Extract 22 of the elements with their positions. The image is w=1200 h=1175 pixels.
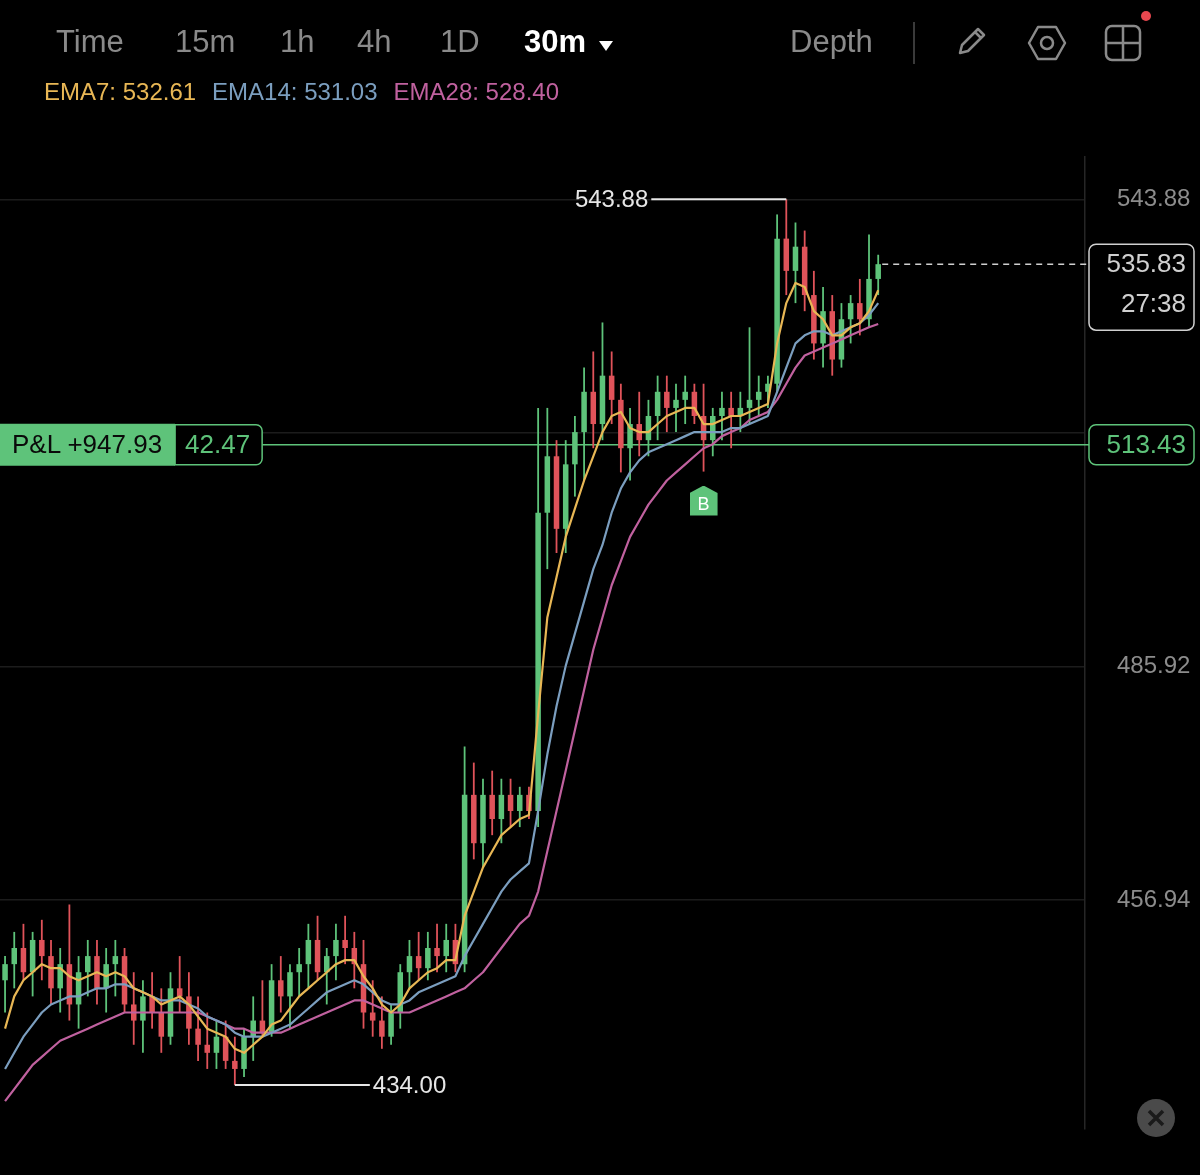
y-tick-label: 485.92: [1117, 651, 1191, 679]
text: Depth: [790, 24, 873, 60]
annotation: P&L +947.93: [12, 428, 163, 459]
text: EMA7: 532.61: [44, 78, 197, 105]
annotation: 543.88: [574, 184, 649, 212]
text: 4h: [357, 24, 392, 60]
text: Time: [56, 24, 124, 60]
tag-icon: B: [689, 485, 718, 516]
text: 15m: [175, 24, 236, 60]
text: EMA14: 531.03: [212, 78, 378, 105]
y-tick-label: 456.94: [1117, 884, 1191, 912]
annotation: 42.47: [185, 428, 251, 459]
ref-line-label: 535.83: [1106, 248, 1186, 279]
text: 1h: [280, 24, 315, 60]
text: 27:38: [1120, 288, 1186, 319]
annotation: 434.00: [372, 1070, 447, 1098]
text: EMA28: 528.40: [393, 78, 560, 105]
text: 1D: [440, 24, 480, 60]
ref-line-label: 513.43: [1106, 428, 1186, 459]
candlestick: [296, 948, 302, 997]
y-tick-label: 543.88: [1117, 183, 1191, 211]
text: 30m: [524, 24, 587, 60]
